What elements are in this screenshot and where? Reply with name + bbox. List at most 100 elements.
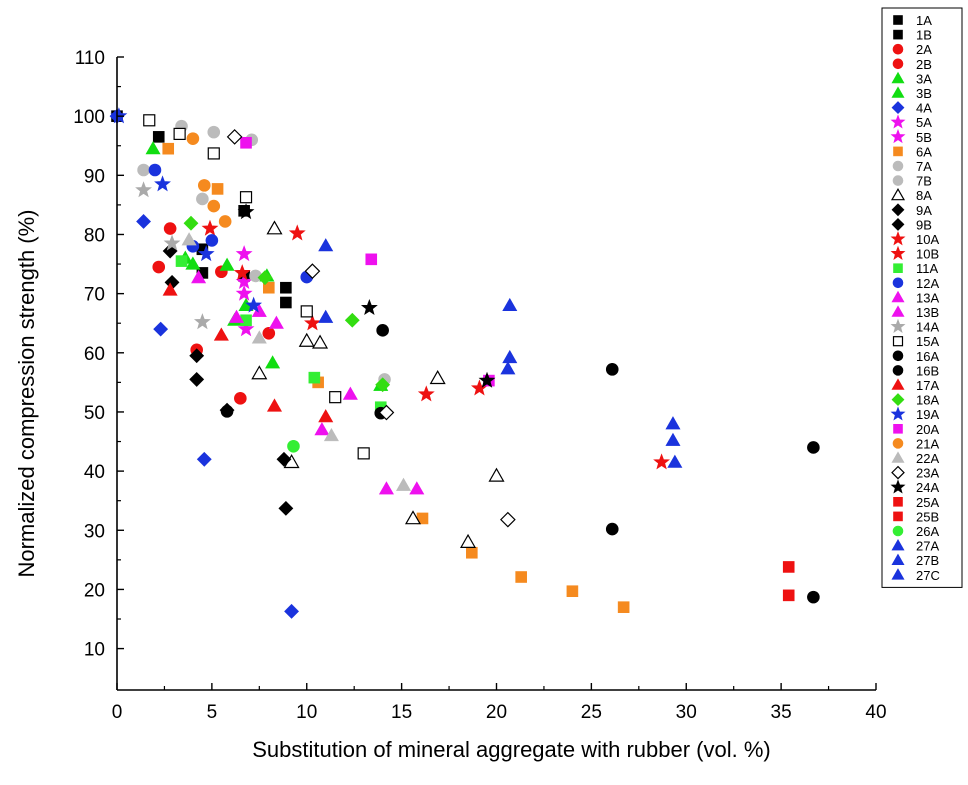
data-point (251, 365, 268, 380)
legend-marker (893, 511, 903, 522)
legend-label: 16A (916, 349, 939, 364)
series-17A (162, 282, 334, 423)
legend-marker (890, 479, 906, 494)
legend-marker (891, 378, 905, 390)
legend-label: 8A (916, 188, 932, 203)
data-point (173, 127, 186, 141)
data-point (429, 370, 446, 385)
data-point (378, 404, 395, 421)
legend-label: 26A (916, 524, 939, 539)
legend-marker (893, 15, 903, 25)
series-25A (782, 561, 795, 573)
data-point (266, 398, 283, 412)
data-point (235, 284, 253, 301)
y-axis-title: Normalized compression strength (%) (14, 209, 39, 577)
data-point (284, 603, 299, 619)
legend-marker (891, 451, 905, 463)
data-point (251, 330, 267, 344)
legend-label: 27B (916, 553, 939, 568)
series-26A (287, 439, 300, 453)
legend-label: 19A (916, 407, 939, 422)
data-point (605, 363, 619, 376)
data-point (314, 422, 330, 436)
legend-label: 12A (916, 276, 939, 291)
series-13A (191, 270, 425, 495)
legend-marker (890, 114, 906, 129)
legend-label: 5B (916, 130, 932, 145)
data-point (229, 309, 245, 323)
legend-label: 25B (916, 509, 939, 524)
x-tick-label: 10 (296, 702, 317, 723)
data-point (189, 371, 205, 387)
data-point (110, 107, 128, 124)
legend-label: 18A (916, 393, 939, 408)
data-point (357, 447, 370, 460)
data-point (162, 282, 178, 296)
legend-item: 7A (892, 159, 932, 174)
data-point (193, 313, 211, 330)
legend-marker (891, 203, 905, 217)
y-tick-label: 10 (84, 640, 105, 661)
data-point (605, 522, 619, 536)
data-point (502, 297, 518, 312)
data-point (365, 253, 378, 266)
data-point (148, 163, 162, 177)
legend-item: 17A (891, 378, 939, 393)
legend-item: 1A (893, 13, 932, 28)
legend-item: 15A (892, 334, 939, 349)
legend-marker (893, 423, 903, 434)
legend-marker (893, 263, 903, 274)
legend-marker (892, 350, 904, 362)
data-point (478, 371, 496, 388)
data-point (500, 361, 516, 375)
data-point (466, 546, 478, 559)
legend-marker (891, 538, 905, 551)
data-point (409, 481, 425, 495)
legend-marker (891, 568, 905, 580)
x-axis-title: Substitution of mineral aggregate with r… (252, 737, 770, 762)
data-point (288, 224, 306, 241)
data-point (135, 181, 152, 198)
y-tick-label: 100 (73, 107, 105, 128)
legend-item: 4A (891, 101, 932, 116)
series-11A (175, 255, 387, 414)
series-20A (240, 136, 495, 387)
data-point (276, 451, 292, 467)
data-point (488, 467, 505, 482)
legend-item: 3B (891, 86, 932, 101)
legend-label: 3A (916, 71, 932, 86)
legend-item: 19A (890, 406, 939, 422)
legend-marker (892, 438, 904, 449)
data-point (665, 416, 681, 430)
data-point (237, 203, 255, 220)
series-10B (233, 264, 251, 281)
series-5A (235, 245, 255, 337)
data-point (154, 175, 171, 192)
data-point (240, 136, 252, 149)
data-point (262, 326, 276, 340)
series-22A (181, 232, 412, 491)
data-point (205, 234, 219, 247)
legend-item: 8A (890, 187, 932, 203)
data-point (329, 391, 342, 404)
data-point (404, 510, 422, 525)
data-point (360, 298, 378, 316)
legend-label: 2B (916, 57, 932, 72)
legend-item: 27C (891, 568, 940, 583)
legend-label: 17A (916, 378, 939, 393)
data-point (667, 454, 683, 468)
data-point (257, 270, 273, 286)
data-point (234, 392, 247, 405)
legend-label: 7A (916, 159, 932, 174)
legend-item: 22A (891, 451, 939, 466)
x-tick-label: 15 (391, 702, 412, 723)
legend-item: 10B (890, 245, 939, 262)
data-point (237, 320, 255, 337)
data-point (196, 192, 209, 206)
legend-label: 10A (916, 232, 939, 247)
data-point (782, 561, 795, 573)
legend-label: 4A (916, 101, 932, 116)
data-point (143, 114, 156, 127)
